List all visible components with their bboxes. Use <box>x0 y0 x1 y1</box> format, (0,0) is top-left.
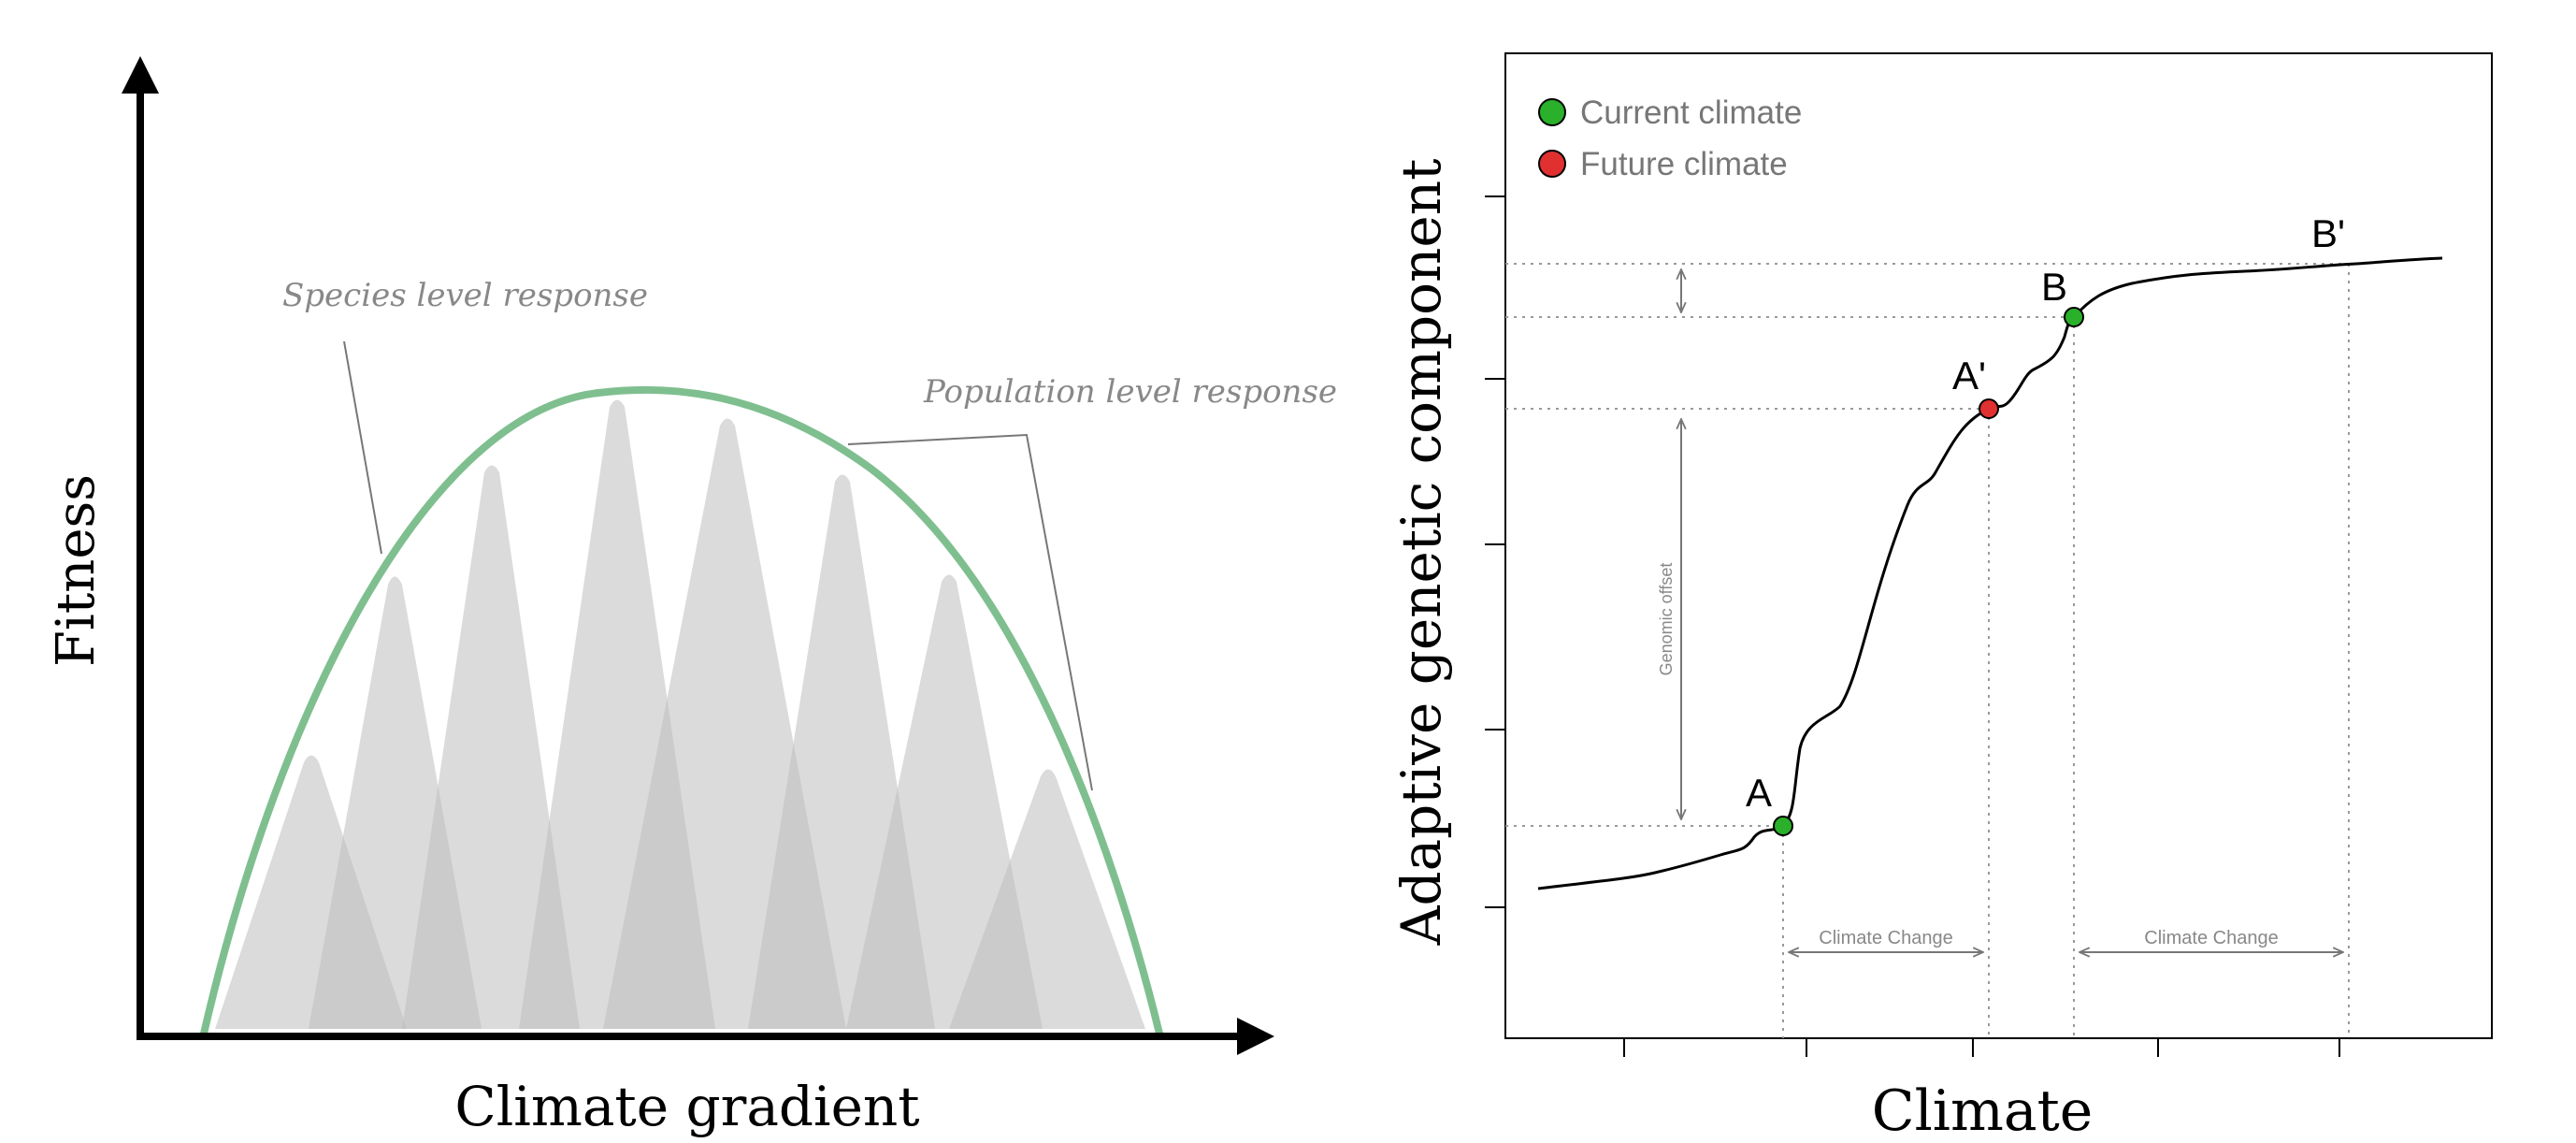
right-y-axis-label: Adaptive genetic component <box>1389 159 1453 947</box>
point-b-marker <box>2064 307 2084 327</box>
left-panel: Fitness Climate gradient Species level r… <box>46 56 1337 1138</box>
point-a-prime-marker <box>1979 398 1999 419</box>
right-panel: Genomic offset Climate Change Climate Ch… <box>1389 52 2493 1143</box>
legend: Current climate Future climate <box>1538 94 1802 182</box>
climate-change-label-1: Climate Change <box>1819 928 1952 948</box>
point-a-marker <box>1773 816 1793 836</box>
left-x-axis-label: Climate gradient <box>454 1075 919 1138</box>
population-annotation-leader <box>847 433 1093 791</box>
legend-current-marker <box>1538 98 1566 126</box>
species-response-curve <box>200 385 1163 1034</box>
legend-current-label: Current climate <box>1580 94 1802 131</box>
right-plot-frame <box>1504 52 2493 1039</box>
population-triangle-3 <box>402 465 580 1029</box>
genomic-offset-label: Genomic offset <box>1657 563 1676 676</box>
climate-change-label-2: Climate Change <box>2144 928 2278 948</box>
point-a-prime-label: A' <box>1952 354 1986 398</box>
right-y-ticks <box>1485 195 1505 908</box>
population-triangle-8 <box>949 769 1145 1029</box>
right-x-ticks <box>1623 1038 2340 1057</box>
left-y-axis-label: Fitness <box>46 474 107 667</box>
point-a-label: A <box>1746 771 1772 815</box>
population-responses <box>215 399 1145 1029</box>
species-annotation-label: Species level response <box>282 277 648 314</box>
population-annotation-label: Population level response <box>923 373 1337 411</box>
point-b-prime-label: B' <box>2311 211 2345 255</box>
point-b-label: B <box>2041 265 2067 309</box>
legend-future-label: Future climate <box>1580 146 1788 182</box>
species-annotation-leader <box>343 340 382 555</box>
right-x-axis-label: Climate <box>1872 1078 2094 1143</box>
genetic-response-curve <box>1537 256 2443 890</box>
guide-lines <box>1505 263 2356 1038</box>
legend-future-marker <box>1538 150 1566 178</box>
